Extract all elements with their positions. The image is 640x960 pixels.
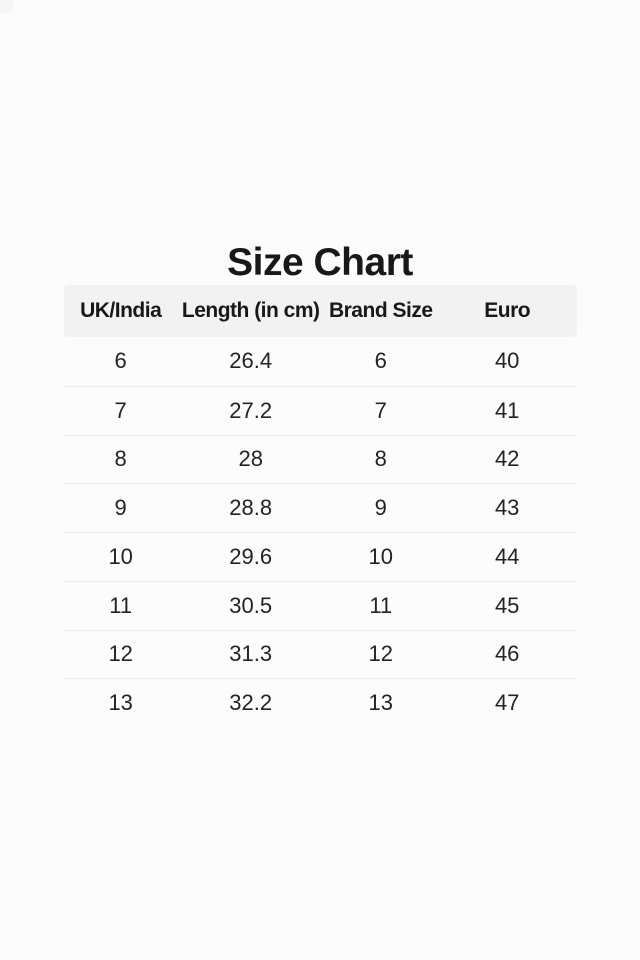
table-body: 6 26.4 6 40 7 27.2 7 41 8 28 8 42 9 28.8 9 43 10 29.6 10 44… bbox=[64, 337, 577, 727]
table-cell: 12 bbox=[368, 641, 393, 667]
table-cell: 12 bbox=[108, 641, 133, 667]
table-cell: 26.4 bbox=[229, 348, 273, 374]
table-cell: 40 bbox=[494, 348, 520, 374]
table-row: 9 28.8 9 43 bbox=[64, 483, 577, 532]
header-cell: Euro bbox=[484, 299, 531, 322]
table-cell: 47 bbox=[494, 690, 520, 716]
table-cell: 45 bbox=[494, 592, 520, 618]
table-cell: 7 bbox=[374, 397, 387, 423]
table-cell: 10 bbox=[108, 543, 133, 569]
header-cell: Length (in cm) bbox=[181, 299, 320, 322]
table-cell: 43 bbox=[494, 495, 520, 521]
table-cell: 30.5 bbox=[229, 592, 273, 618]
table-cell: 28.8 bbox=[229, 495, 273, 521]
table-cell: 6 bbox=[114, 348, 127, 374]
table-cell: 46 bbox=[494, 641, 520, 667]
table-cell: 11 bbox=[369, 592, 393, 618]
table-row: 11 30.5 11 45 bbox=[64, 580, 577, 630]
table-row: 8 28 8 42 bbox=[64, 434, 577, 484]
table-cell: 11 bbox=[109, 592, 133, 618]
table-cell: 29.6 bbox=[229, 543, 273, 569]
table-row: 12 31.3 12 46 bbox=[64, 629, 577, 679]
table-cell: 9 bbox=[114, 495, 127, 521]
table-cell: 8 bbox=[374, 446, 387, 472]
table-cell: 32.2 bbox=[229, 690, 273, 716]
corner-artifact bbox=[0, 0, 13, 13]
table-cell: 10 bbox=[368, 543, 393, 569]
page-title: Size Chart bbox=[227, 241, 413, 285]
table-cell: 28 bbox=[238, 446, 263, 472]
table-cell: 41 bbox=[494, 397, 520, 423]
header-cell: UK/India bbox=[80, 299, 162, 322]
table-cell: 31.3 bbox=[229, 641, 273, 667]
table-header-row: UK/India Length (in cm) Brand Size Euro bbox=[64, 285, 577, 337]
table-cell: 42 bbox=[494, 446, 520, 472]
table-cell: 27.2 bbox=[229, 397, 273, 423]
table-cell: 44 bbox=[494, 543, 520, 569]
table-row: 7 27.2 7 41 bbox=[64, 385, 577, 435]
table-cell: 9 bbox=[374, 495, 387, 521]
table-cell: 13 bbox=[108, 690, 133, 716]
table-row: 13 32.2 13 47 bbox=[64, 678, 577, 727]
table-row: 6 26.4 6 40 bbox=[64, 337, 577, 386]
size-chart-table: UK/India Length (in cm) Brand Size Euro 6 26… bbox=[64, 285, 577, 727]
table-cell: 6 bbox=[374, 348, 387, 374]
table-cell: 8 bbox=[114, 446, 127, 472]
table-cell: 7 bbox=[114, 397, 127, 423]
table-row: 10 29.6 10 44 bbox=[64, 532, 577, 581]
header-cell: Brand Size bbox=[328, 299, 433, 322]
table-cell: 13 bbox=[368, 690, 393, 716]
